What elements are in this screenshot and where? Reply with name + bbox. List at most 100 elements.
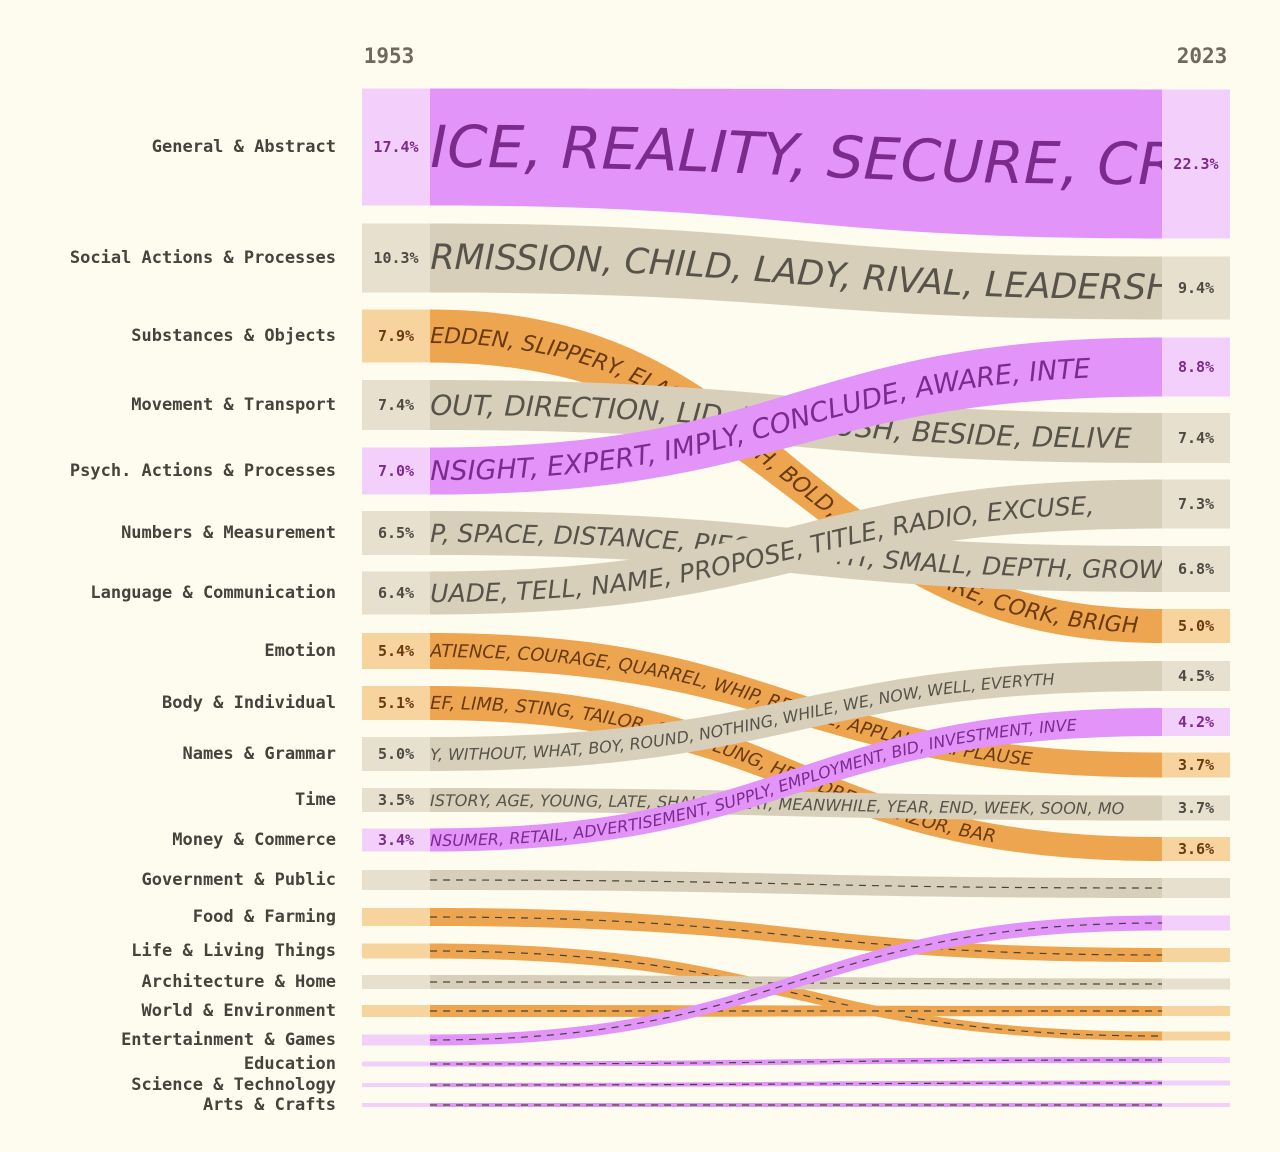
category-label-life-living-things: Life & Living Things [131,941,336,961]
cap-1953-numbers-measurement [362,511,430,555]
cap-2023-entertainment-games [1162,915,1230,931]
category-label-money-commerce: Money & Commerce [172,830,336,850]
cap-2023-social-actions-processes [1162,256,1230,320]
pct-1953-emotion: 5.4% [378,642,414,660]
category-label-entertainment-games: Entertainment & Games [121,1030,336,1050]
cap-1953-body-individual [362,686,430,720]
cap-2023-life-living-things [1162,1031,1230,1041]
cap-1953-life-living-things [362,943,430,959]
cap-2023-money-commerce [1162,708,1230,736]
cap-1953-world-environment [362,1005,430,1017]
category-label-psych-actions-processes: Psych. Actions & Processes [70,461,336,481]
pct-1953-movement-transport: 7.4% [378,396,414,414]
year-1953-label: 1953 [364,44,415,68]
category-label-science-technology: Science & Technology [131,1075,336,1095]
category-label-language-communication: Language & Communication [90,583,336,603]
category-label-arts-crafts: Arts & Crafts [203,1095,336,1115]
cap-1953-social-actions-processes [362,223,430,293]
cap-2023-general-abstract [1162,89,1230,239]
category-label-education: Education [244,1054,336,1074]
cap-1953-money-commerce [362,828,430,852]
cap-2023-education [1162,1057,1230,1063]
category-label-numbers-measurement: Numbers & Measurement [121,523,336,543]
flow-time [430,788,1162,821]
cap-2023-time [1162,795,1230,821]
pct-1953-general-abstract: 17.4% [373,138,418,156]
flow-dashline-education [429,1059,1163,1065]
cap-2023-names-grammar [1162,661,1230,691]
cap-2023-psych-actions-processes [1162,337,1230,397]
cap-1953-names-grammar [362,737,430,771]
category-label-world-environment: World & Environment [142,1001,336,1021]
flow-dashline-life-living-things [429,950,1163,1037]
flow-social-actions-processes [430,223,1162,320]
cap-2023-arts-crafts [1162,1103,1230,1107]
cap-1953-language-communication [362,571,430,615]
category-label-architecture-home: Architecture & Home [142,972,336,992]
pct-2023-psych-actions-processes: 8.8% [1178,358,1214,376]
year-2023-label: 2023 [1177,44,1228,68]
pct-1953-social-actions-processes: 10.3% [373,249,418,267]
pct-2023-language-communication: 7.3% [1178,495,1214,513]
flow-dashline-science-technology [429,1082,1163,1086]
cap-1953-general-abstract [362,88,430,206]
cap-1953-emotion [362,633,430,669]
pct-2023-body-individual: 3.6% [1178,840,1214,858]
flow-names-grammar [430,661,1162,771]
flows-layer: ICE, REALITY, SECURE, CRURMISSION, CHILD… [429,0,1163,1107]
pct-1953-money-commerce: 3.4% [378,831,414,849]
category-label-government-public: Government & Public [142,870,336,890]
flow-dashline-food-farming [429,916,1163,956]
category-label-food-farming: Food & Farming [193,907,336,927]
category-label-emotion: Emotion [264,641,336,661]
cap-2023-language-communication [1162,479,1230,529]
category-label-time: Time [295,790,336,810]
pct-1953-time: 3.5% [378,791,414,809]
pct-2023-movement-transport: 7.4% [1178,429,1214,447]
pct-1953-names-grammar: 5.0% [378,745,414,763]
cap-1953-entertainment-games [362,1034,430,1046]
cap-2023-emotion [1162,752,1230,778]
category-label-general-abstract: General & Abstract [152,137,336,157]
pct-1953-substances-objects: 7.9% [378,327,414,345]
cap-2023-substances-objects [1162,609,1230,643]
cap-1953-movement-transport [362,380,430,430]
flow-general-abstract [430,88,1162,239]
cap-1953-time [362,788,430,812]
cap-2023-government-public [1162,878,1230,898]
cap-1953-education [362,1061,430,1067]
category-label-social-actions-processes: Social Actions & Processes [70,248,336,268]
flow-psych-actions-processes [430,337,1162,495]
pct-2023-substances-objects: 5.0% [1178,617,1214,635]
cap-1953-substances-objects [362,309,430,363]
cap-1953-psych-actions-processes [362,447,430,495]
cap-2023-architecture-home [1162,978,1230,990]
flow-substances-objects [430,309,1162,643]
pct-1953-language-communication: 6.4% [378,584,414,602]
cap-2023-world-environment [1162,1006,1230,1016]
category-label-body-individual: Body & Individual [162,693,336,713]
flow-dashline-government-public [429,879,1163,889]
labels-layer: 17.4% 22.3% General & Abstract 10.3% 9.4% Soc… [70,137,1219,1115]
pct-2023-time: 3.7% [1178,799,1214,817]
cap-2023-numbers-measurement [1162,546,1230,592]
pct-2023-money-commerce: 4.2% [1178,713,1214,731]
pct-2023-general-abstract: 22.3% [1173,155,1218,173]
pct-2023-emotion: 3.7% [1178,756,1214,774]
pct-1953-psych-actions-processes: 7.0% [378,462,414,480]
cap-1953-arts-crafts [362,1103,430,1107]
pct-2023-social-actions-processes: 9.4% [1178,279,1214,297]
flow-entertainment-games [430,915,1162,1046]
cap-1953-science-technology [362,1083,430,1087]
category-label-movement-transport: Movement & Transport [131,395,336,415]
cap-2023-science-technology [1162,1080,1230,1086]
cap-2023-food-farming [1162,948,1230,962]
flow-language-communication [430,479,1162,615]
caps-layer [362,88,1230,1107]
pct-1953-numbers-measurement: 6.5% [378,524,414,542]
flow-money-commerce [430,708,1162,852]
pct-2023-names-grammar: 4.5% [1178,667,1214,685]
category-label-names-grammar: Names & Grammar [182,744,336,764]
pct-2023-numbers-measurement: 6.8% [1178,560,1214,578]
cap-1953-architecture-home [362,975,430,989]
